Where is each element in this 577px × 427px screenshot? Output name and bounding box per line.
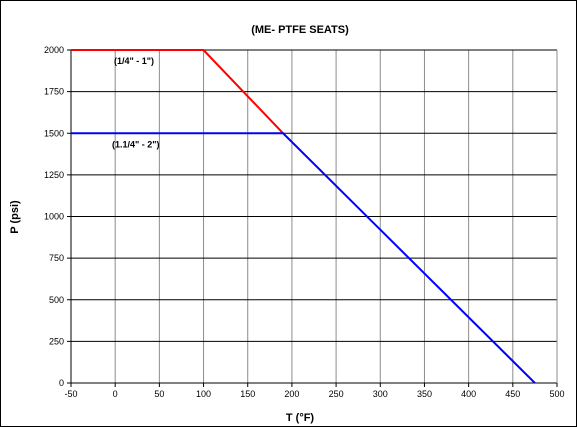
- grid: [71, 49, 557, 383]
- y-tick-label: 500: [49, 295, 64, 305]
- y-tick-label: 2000: [44, 45, 64, 55]
- series-label-1: (1/4" - 1"): [114, 56, 154, 66]
- x-tick-label: 50: [154, 389, 164, 399]
- x-tick-label: 250: [329, 389, 344, 399]
- x-tick-label: 150: [240, 389, 255, 399]
- y-tick-label: 750: [49, 253, 64, 263]
- x-tick-label: 500: [549, 389, 564, 399]
- series-layer: [71, 49, 536, 384]
- series-line-1: [71, 49, 284, 134]
- chart-title: (ME- PTFE SEATS): [251, 24, 349, 36]
- series-annotations: (1/4" - 1") (1.1/4" - 2"): [112, 56, 160, 149]
- x-tick-label: 350: [417, 389, 432, 399]
- y-tick-label: 0: [59, 378, 64, 388]
- x-tick-label: 400: [461, 389, 476, 399]
- x-tick-label: 0: [113, 389, 118, 399]
- y-tick-label: 1000: [44, 212, 64, 222]
- y-tick-label: 1750: [44, 87, 64, 97]
- y-tick-label: 1500: [44, 128, 64, 138]
- tick-labels: -50 0 50 100 150 200 250 300 350 400 450 5000250500…: [44, 45, 565, 399]
- x-axis-label: T (°F): [286, 412, 315, 424]
- series-line-2: [71, 132, 536, 384]
- series-label-2: (1.1/4" - 2"): [112, 139, 160, 149]
- y-tick-label: 250: [49, 336, 64, 346]
- y-tick-label: 1250: [44, 170, 64, 180]
- x-tick-label: 450: [505, 389, 520, 399]
- x-tick-label: -50: [64, 389, 77, 399]
- axes: [67, 49, 558, 387]
- y-axis-label: P (psi): [9, 200, 21, 234]
- x-tick-label: 300: [373, 389, 388, 399]
- x-tick-label: 200: [284, 389, 299, 399]
- x-tick-label: 100: [196, 389, 211, 399]
